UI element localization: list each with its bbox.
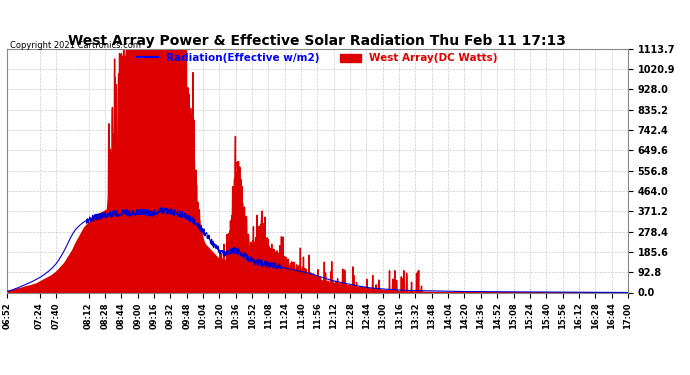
Legend: Radiation(Effective w/m2), West Array(DC Watts): Radiation(Effective w/m2), West Array(DC… bbox=[132, 49, 502, 68]
Text: Copyright 2021 Cartronics.com: Copyright 2021 Cartronics.com bbox=[10, 41, 141, 50]
Title: West Array Power & Effective Solar Radiation Thu Feb 11 17:13: West Array Power & Effective Solar Radia… bbox=[68, 34, 566, 48]
